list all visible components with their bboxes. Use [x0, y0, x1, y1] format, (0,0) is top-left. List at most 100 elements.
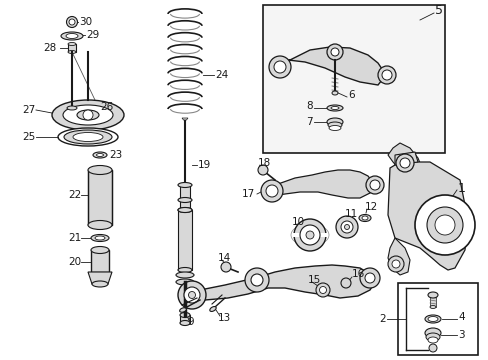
Ellipse shape: [58, 128, 118, 146]
Text: 20: 20: [68, 257, 81, 267]
Bar: [91, 250, 109, 272]
Circle shape: [83, 110, 93, 120]
Circle shape: [381, 70, 391, 80]
Bar: [180, 185, 190, 210]
Circle shape: [315, 283, 329, 297]
Ellipse shape: [179, 308, 186, 312]
Circle shape: [340, 278, 350, 288]
Polygon shape: [394, 152, 417, 165]
Text: 24: 24: [215, 70, 228, 80]
Ellipse shape: [77, 110, 99, 120]
Circle shape: [265, 185, 278, 197]
Text: 25: 25: [22, 132, 35, 142]
Circle shape: [326, 44, 342, 60]
Ellipse shape: [64, 130, 112, 144]
Ellipse shape: [93, 152, 107, 158]
Ellipse shape: [68, 42, 76, 45]
Ellipse shape: [429, 306, 435, 309]
Circle shape: [293, 219, 325, 251]
Circle shape: [330, 48, 338, 56]
Text: 19: 19: [198, 160, 211, 170]
Bar: [397, 283, 477, 355]
Ellipse shape: [178, 183, 192, 188]
Ellipse shape: [180, 320, 190, 325]
Ellipse shape: [358, 215, 370, 221]
Circle shape: [365, 176, 383, 194]
Ellipse shape: [88, 166, 112, 175]
Circle shape: [221, 262, 230, 272]
Circle shape: [434, 215, 454, 235]
Text: 5: 5: [434, 4, 442, 17]
Ellipse shape: [178, 267, 192, 273]
Circle shape: [69, 19, 75, 25]
Circle shape: [414, 195, 474, 255]
Circle shape: [387, 256, 403, 272]
Text: 8: 8: [306, 101, 312, 111]
Circle shape: [268, 56, 290, 78]
Ellipse shape: [209, 306, 216, 311]
Text: 22: 22: [68, 190, 81, 200]
Circle shape: [391, 260, 399, 268]
Polygon shape: [387, 238, 409, 275]
Ellipse shape: [361, 216, 367, 220]
Ellipse shape: [331, 91, 337, 95]
Text: 28: 28: [42, 43, 56, 53]
Ellipse shape: [326, 118, 342, 126]
Bar: [178, 210, 192, 270]
Circle shape: [319, 287, 326, 293]
Circle shape: [377, 66, 395, 84]
Ellipse shape: [427, 292, 437, 298]
Circle shape: [369, 180, 379, 190]
Bar: [263, 5, 444, 153]
Polygon shape: [387, 162, 467, 270]
Text: 6: 6: [347, 90, 354, 100]
Bar: [429, 295, 435, 307]
Polygon shape: [267, 170, 374, 198]
Ellipse shape: [427, 337, 437, 343]
Circle shape: [395, 154, 413, 172]
Ellipse shape: [328, 126, 340, 130]
Ellipse shape: [96, 153, 103, 157]
Ellipse shape: [66, 33, 78, 39]
Polygon shape: [291, 233, 327, 237]
Ellipse shape: [52, 100, 124, 130]
Circle shape: [305, 231, 313, 239]
Polygon shape: [183, 265, 374, 300]
Circle shape: [428, 344, 436, 352]
Ellipse shape: [290, 224, 328, 246]
Text: 17: 17: [241, 189, 254, 199]
Text: 14: 14: [218, 253, 231, 263]
Ellipse shape: [180, 312, 190, 318]
Circle shape: [344, 225, 349, 230]
Ellipse shape: [88, 220, 112, 230]
Text: 16: 16: [351, 269, 365, 279]
Text: 11: 11: [345, 209, 358, 219]
Circle shape: [250, 274, 263, 286]
Bar: [88, 170, 112, 225]
Ellipse shape: [326, 105, 342, 111]
Circle shape: [335, 216, 357, 238]
Ellipse shape: [95, 236, 105, 240]
Ellipse shape: [176, 272, 194, 278]
Polygon shape: [274, 47, 385, 85]
Text: 3: 3: [457, 330, 464, 340]
Circle shape: [244, 268, 268, 292]
Circle shape: [178, 281, 205, 309]
Text: 7: 7: [306, 117, 312, 127]
Polygon shape: [182, 118, 187, 120]
Ellipse shape: [424, 315, 440, 323]
Text: 9: 9: [186, 317, 193, 327]
Text: 18: 18: [258, 158, 271, 168]
Ellipse shape: [63, 105, 113, 125]
Text: 29: 29: [86, 30, 99, 40]
Text: 30: 30: [79, 17, 92, 27]
Circle shape: [258, 165, 267, 175]
Ellipse shape: [92, 281, 108, 287]
Circle shape: [340, 221, 352, 233]
Text: 10: 10: [291, 217, 305, 227]
Text: 13: 13: [218, 313, 231, 323]
Bar: [68, 44, 76, 52]
Ellipse shape: [427, 316, 437, 321]
Circle shape: [359, 268, 379, 288]
Text: 21: 21: [68, 233, 81, 243]
